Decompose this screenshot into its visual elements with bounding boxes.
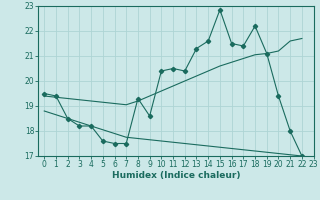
X-axis label: Humidex (Indice chaleur): Humidex (Indice chaleur) — [112, 171, 240, 180]
